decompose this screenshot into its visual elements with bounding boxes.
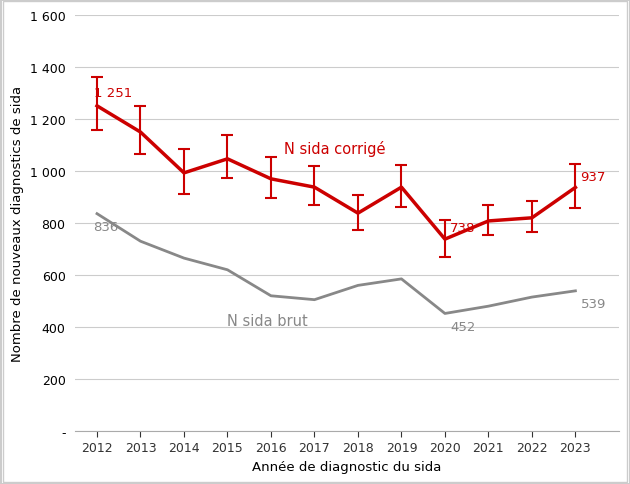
- Y-axis label: Nombre de nouveaux diagnostics de sida: Nombre de nouveaux diagnostics de sida: [11, 86, 24, 362]
- Text: 836: 836: [93, 221, 119, 234]
- Text: 937: 937: [581, 170, 606, 183]
- Text: 1 251: 1 251: [93, 87, 132, 100]
- Text: 539: 539: [581, 298, 606, 311]
- Text: 738: 738: [450, 222, 476, 235]
- Text: 452: 452: [450, 320, 476, 333]
- Text: N sida corrigé: N sida corrigé: [284, 140, 386, 156]
- Text: N sida brut: N sida brut: [227, 313, 308, 328]
- X-axis label: Année de diagnostic du sida: Année de diagnostic du sida: [253, 460, 442, 473]
